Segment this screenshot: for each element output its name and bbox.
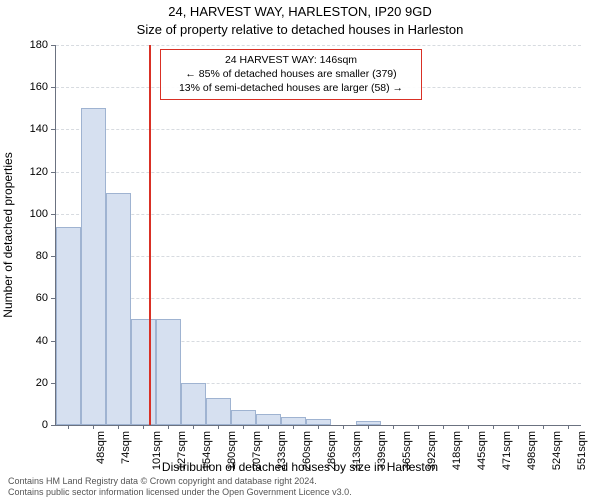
y-tick-label: 180: [30, 39, 48, 51]
x-tick-mark: [93, 425, 94, 429]
annotation-line: 13% of semi-detached houses are larger (…: [167, 81, 415, 95]
x-tick-mark: [493, 425, 494, 429]
histogram-bar: [256, 414, 281, 425]
y-tick-label: 140: [30, 123, 48, 135]
x-tick-mark: [118, 425, 119, 429]
x-axis-label: Distribution of detached houses by size …: [0, 460, 600, 474]
x-tick-mark: [393, 425, 394, 429]
footer-line-2: Contains public sector information licen…: [8, 487, 352, 498]
gridline: [56, 256, 581, 257]
gridline: [56, 214, 581, 215]
x-tick-mark: [318, 425, 319, 429]
annotation-line: 24 HARVEST WAY: 146sqm: [167, 53, 415, 67]
histogram-bar: [81, 108, 106, 425]
y-tick-label: 40: [36, 335, 48, 347]
histogram-bar: [156, 319, 181, 425]
annotation-line: ← 85% of detached houses are smaller (37…: [167, 67, 415, 81]
marker-annotation: 24 HARVEST WAY: 146sqm← 85% of detached …: [160, 49, 422, 100]
x-tick-mark: [68, 425, 69, 429]
histogram-bar: [281, 417, 306, 425]
y-tick-label: 80: [36, 250, 48, 262]
x-tick-mark: [243, 425, 244, 429]
gridline: [56, 298, 581, 299]
x-tick-mark: [518, 425, 519, 429]
footer-attribution: Contains HM Land Registry data © Crown c…: [8, 476, 352, 498]
x-tick-mark: [568, 425, 569, 429]
x-tick-mark: [193, 425, 194, 429]
y-tick-label: 60: [36, 292, 48, 304]
x-tick-mark: [418, 425, 419, 429]
histogram-bar: [206, 398, 231, 425]
y-tick-label: 160: [30, 81, 48, 93]
x-tick-mark: [368, 425, 369, 429]
plot-area: [55, 45, 581, 426]
y-axis-label: Number of detached properties: [1, 152, 15, 317]
gridline: [56, 129, 581, 130]
x-tick-mark: [543, 425, 544, 429]
marker-vertical-line: [149, 45, 151, 425]
x-tick-mark: [218, 425, 219, 429]
histogram-bar: [181, 383, 206, 425]
chart-container: 24, HARVEST WAY, HARLESTON, IP20 9GD Siz…: [0, 0, 600, 500]
histogram-bar: [131, 319, 156, 425]
address-title: 24, HARVEST WAY, HARLESTON, IP20 9GD: [0, 4, 600, 19]
x-tick-mark: [343, 425, 344, 429]
x-tick-mark: [443, 425, 444, 429]
histogram-bar: [231, 410, 256, 425]
y-tick-label: 0: [42, 419, 48, 431]
histogram-bar: [356, 421, 381, 425]
x-tick-mark: [143, 425, 144, 429]
x-tick-mark: [268, 425, 269, 429]
gridline: [56, 172, 581, 173]
footer-line-1: Contains HM Land Registry data © Crown c…: [8, 476, 352, 487]
x-tick-mark: [168, 425, 169, 429]
subtitle: Size of property relative to detached ho…: [0, 22, 600, 37]
histogram-bar: [306, 419, 331, 425]
histogram-bar: [56, 227, 81, 425]
histogram-bar: [106, 193, 131, 425]
x-tick-mark: [468, 425, 469, 429]
y-tick-label: 100: [30, 208, 48, 220]
y-tick-label: 120: [30, 166, 48, 178]
gridline: [56, 45, 581, 46]
x-tick-mark: [293, 425, 294, 429]
y-tick-label: 20: [36, 377, 48, 389]
